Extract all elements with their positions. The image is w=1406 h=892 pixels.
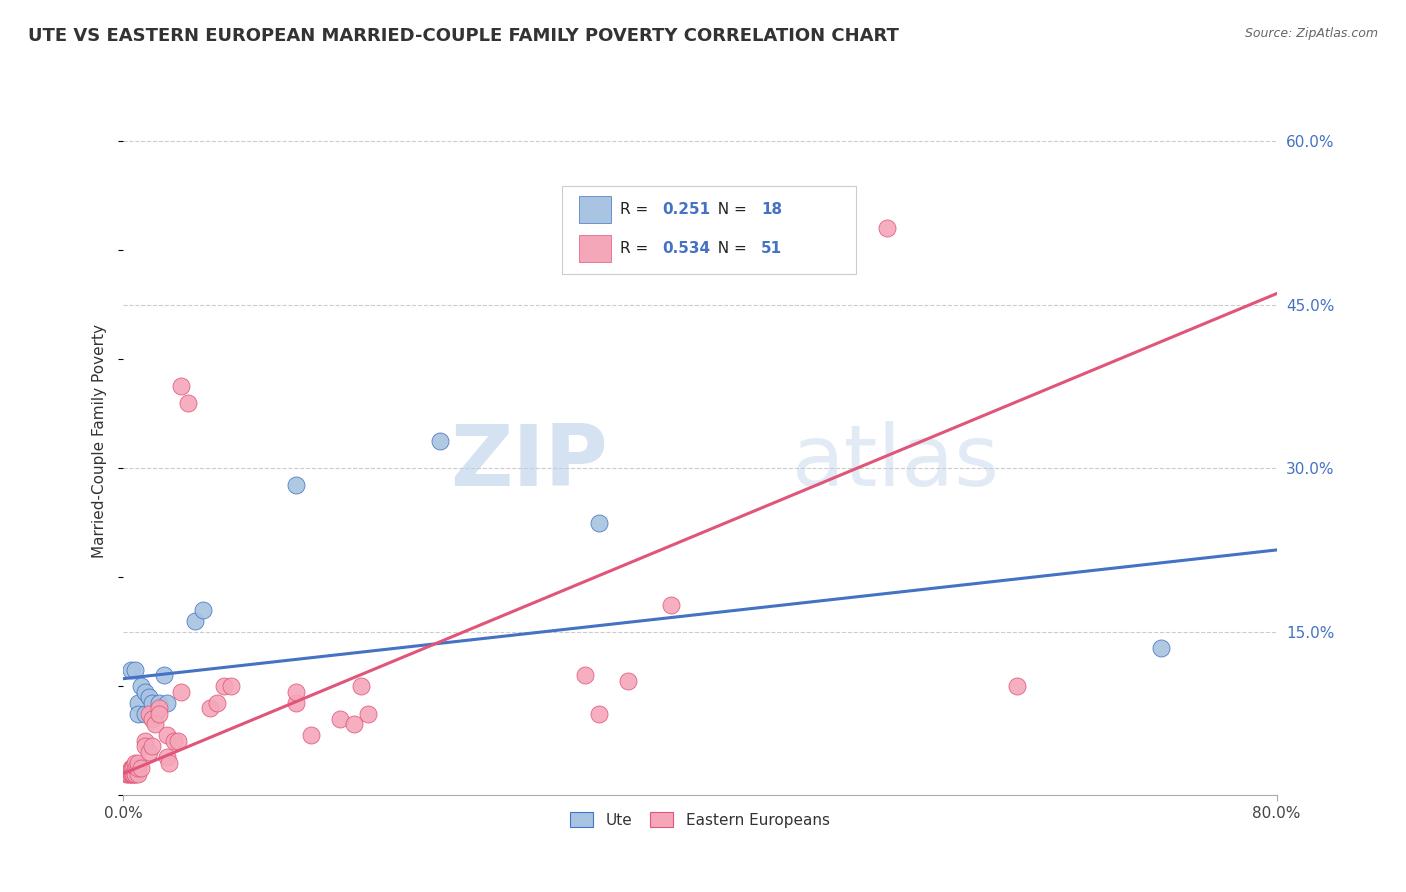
Text: R =: R = — [620, 202, 654, 218]
Point — [148, 706, 170, 721]
Text: N =: N = — [709, 241, 752, 256]
Text: 0.251: 0.251 — [662, 202, 710, 218]
Text: 18: 18 — [761, 202, 782, 218]
Point — [124, 766, 146, 780]
Point — [124, 756, 146, 770]
Point — [138, 745, 160, 759]
Point — [159, 756, 181, 770]
Point — [876, 221, 898, 235]
Point — [138, 690, 160, 705]
Point — [198, 701, 221, 715]
Point — [124, 663, 146, 677]
Point — [141, 712, 163, 726]
Point — [134, 739, 156, 754]
Point — [177, 395, 200, 409]
Point — [143, 706, 166, 721]
Point — [127, 761, 149, 775]
Point — [138, 706, 160, 721]
Point — [127, 756, 149, 770]
Point — [134, 734, 156, 748]
Text: N =: N = — [709, 202, 752, 218]
Text: R =: R = — [620, 241, 654, 256]
Point — [350, 679, 373, 693]
Point — [155, 728, 177, 742]
Bar — [579, 235, 612, 262]
Point — [148, 701, 170, 715]
Point — [328, 712, 350, 726]
Point — [148, 696, 170, 710]
Point — [191, 603, 214, 617]
Point — [357, 706, 380, 721]
Point — [134, 685, 156, 699]
Point — [285, 685, 308, 699]
Point — [167, 734, 190, 748]
Point — [117, 766, 139, 780]
Point — [574, 668, 596, 682]
Point — [659, 598, 682, 612]
Point — [299, 728, 322, 742]
Point — [127, 766, 149, 780]
Point — [429, 434, 451, 448]
FancyBboxPatch shape — [561, 186, 856, 274]
Point — [170, 685, 193, 699]
Point — [184, 614, 207, 628]
Point — [125, 761, 148, 775]
Point — [588, 706, 610, 721]
Point — [122, 761, 145, 775]
Point — [124, 766, 146, 780]
Point — [285, 477, 308, 491]
Point — [120, 766, 142, 780]
Legend: Ute, Eastern Europeans: Ute, Eastern Europeans — [564, 805, 835, 834]
Point — [129, 679, 152, 693]
Point — [127, 706, 149, 721]
Point — [155, 696, 177, 710]
Point — [143, 717, 166, 731]
Point — [205, 696, 228, 710]
Bar — [579, 196, 612, 223]
Point — [212, 679, 235, 693]
Point — [121, 766, 143, 780]
Point — [1150, 641, 1173, 656]
Point — [141, 739, 163, 754]
Point — [588, 516, 610, 530]
Text: atlas: atlas — [792, 421, 1000, 504]
Text: Source: ZipAtlas.com: Source: ZipAtlas.com — [1244, 27, 1378, 40]
Point — [134, 706, 156, 721]
Point — [221, 679, 243, 693]
Point — [152, 668, 174, 682]
Point — [155, 750, 177, 764]
Point — [120, 663, 142, 677]
Text: 51: 51 — [761, 241, 782, 256]
Point — [617, 673, 640, 688]
Point — [129, 761, 152, 775]
Point — [170, 379, 193, 393]
Text: 0.534: 0.534 — [662, 241, 710, 256]
Point — [343, 717, 366, 731]
Point — [285, 696, 308, 710]
Point — [120, 761, 142, 775]
Point — [141, 696, 163, 710]
Point — [122, 766, 145, 780]
Point — [1005, 679, 1028, 693]
Y-axis label: Married-Couple Family Poverty: Married-Couple Family Poverty — [93, 324, 107, 558]
Text: UTE VS EASTERN EUROPEAN MARRIED-COUPLE FAMILY POVERTY CORRELATION CHART: UTE VS EASTERN EUROPEAN MARRIED-COUPLE F… — [28, 27, 898, 45]
Point — [115, 766, 138, 780]
Point — [121, 761, 143, 775]
Point — [127, 696, 149, 710]
Point — [118, 766, 141, 780]
Point — [163, 734, 186, 748]
Text: ZIP: ZIP — [450, 421, 607, 504]
